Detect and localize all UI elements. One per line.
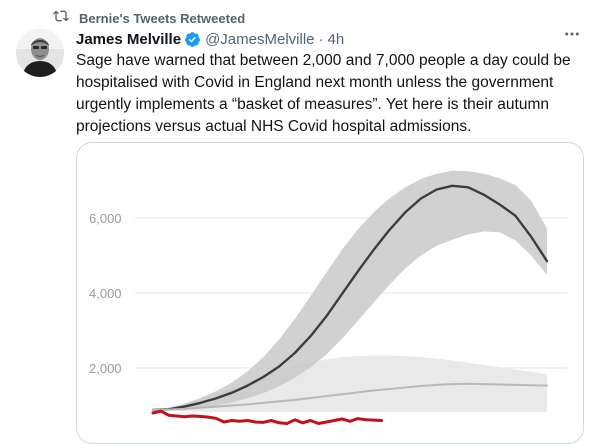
- tweet-header: James Melville @JamesMelville · 4h: [76, 28, 344, 50]
- more-options-icon: [563, 25, 581, 48]
- series-band-2: [153, 355, 547, 412]
- verified-badge-icon: [184, 31, 201, 48]
- author-handle[interactable]: @JamesMelville: [205, 30, 315, 48]
- y-tick-label: 2,000: [89, 361, 122, 376]
- retweet-icon: [53, 8, 69, 29]
- series-band-1: [153, 170, 547, 410]
- projection-chart: 2,000 4,000 6,000: [89, 170, 567, 425]
- tweet-text: Sage have warned that between 2,000 and …: [76, 52, 571, 135]
- author-name[interactable]: James Melville: [76, 30, 182, 48]
- retweet-context[interactable]: Bernie's Tweets Retweeted: [53, 9, 245, 27]
- y-tick-label: 6,000: [89, 211, 122, 226]
- y-tick-label: 4,000: [89, 286, 122, 301]
- series-line-1: [151, 184, 549, 412]
- series-line-2: [152, 382, 548, 411]
- more-options-button[interactable]: [562, 26, 582, 46]
- timestamp[interactable]: 4h: [327, 30, 345, 48]
- separator-dot: ·: [318, 30, 324, 48]
- series-line-3: [151, 409, 383, 425]
- retweet-label: Bernie's Tweets Retweeted: [79, 10, 246, 26]
- tweet-media-chart[interactable]: 2,000 4,000 6,000: [76, 142, 584, 444]
- avatar[interactable]: [16, 29, 64, 77]
